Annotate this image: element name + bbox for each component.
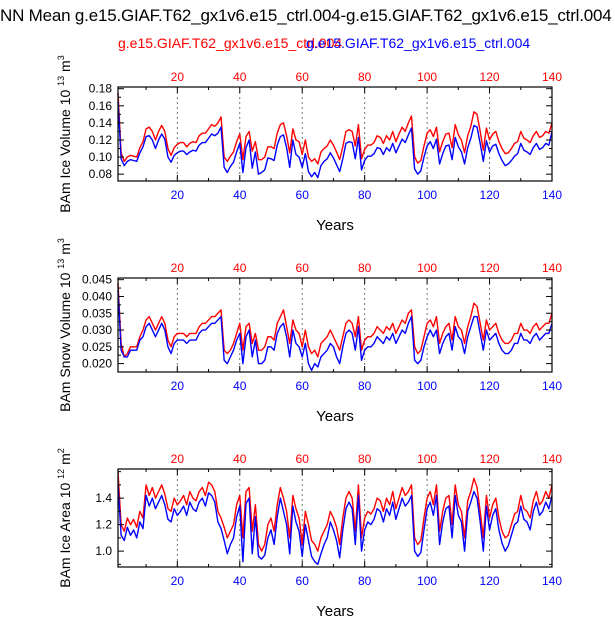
y-tick-label: 0.12 xyxy=(89,133,113,147)
x-tick-label-top: 60 xyxy=(296,261,310,275)
series-case1-line xyxy=(117,92,553,165)
y-axis-label-text: BAm Ice Area 10 xyxy=(57,479,73,588)
y-tick-label: 1.4 xyxy=(95,491,112,505)
subtitle-case2: g.e15.GIAF.T62_gx1v6.e15_ctrl.004 xyxy=(306,35,531,51)
subtitle-case1: g.e15.GIAF.T62_gx1v6.e15_ctrl.004 xyxy=(118,35,343,51)
x-tick-label-bottom: 60 xyxy=(296,379,310,393)
x-axis-label: Years xyxy=(316,217,354,234)
series-case2-line xyxy=(117,484,553,566)
y-axis-label-unit-exponent: 2 xyxy=(56,448,66,453)
y-axis-label-text: BAm Ice Volume 10 xyxy=(57,86,73,213)
x-tick-label-bottom: 40 xyxy=(233,188,247,202)
y-tick-label: 0.10 xyxy=(89,150,113,164)
y-axis-label: BAm Ice Area 10 12 m2 xyxy=(56,448,73,588)
y-axis-label-exponent: 13 xyxy=(56,259,66,269)
y-tick-label: 0.045 xyxy=(82,273,112,287)
y-tick-label: 1.2 xyxy=(95,518,112,532)
y-tick-label: 0.08 xyxy=(89,167,113,181)
y-tick-label: 0.040 xyxy=(82,289,112,303)
y-tick-label: 0.18 xyxy=(89,82,113,96)
series-case1-line xyxy=(117,283,553,358)
plot-frame xyxy=(117,277,553,373)
figure-title: NN Mean g.e15.GIAF.T62_gx1v6.e15_ctrl.00… xyxy=(0,6,612,25)
plot-frame xyxy=(117,468,553,568)
x-tick-label-top: 20 xyxy=(171,70,185,84)
chart-panel-3: 1.0 1.2 1.4 20 40 60 80 100 120 140 20 40 60 80 100 120… xyxy=(56,448,562,617)
x-tick-label-bottom: 40 xyxy=(233,574,247,588)
x-axis-label: Years xyxy=(316,603,354,617)
y-tick-label: 0.020 xyxy=(82,357,112,371)
y-axis-label-unit-exponent: 3 xyxy=(56,55,66,60)
x-tick-label-top: 120 xyxy=(480,70,500,84)
x-tick-label-top: 40 xyxy=(233,70,247,84)
x-tick-label-top: 60 xyxy=(296,452,310,466)
x-tick-label-top: 60 xyxy=(296,70,310,84)
x-tick-label-bottom: 100 xyxy=(417,379,437,393)
x-tick-label-top: 100 xyxy=(417,452,437,466)
y-tick-label: 0.14 xyxy=(89,116,113,130)
x-tick-label-top: 100 xyxy=(417,70,437,84)
x-tick-label-top: 140 xyxy=(542,452,562,466)
x-tick-label-top: 80 xyxy=(358,261,372,275)
series-case2-line xyxy=(117,289,553,372)
x-tick-label-bottom: 120 xyxy=(480,379,500,393)
x-tick-label-top: 120 xyxy=(480,452,500,466)
x-tick-label-bottom: 120 xyxy=(480,188,500,202)
x-tick-label-bottom: 80 xyxy=(358,574,372,588)
x-tick-label-top: 140 xyxy=(542,70,562,84)
x-tick-label-bottom: 120 xyxy=(480,574,500,588)
x-tick-label-bottom: 140 xyxy=(542,379,562,393)
y-axis-label: BAm Ice Volume 10 13 m3 xyxy=(56,55,73,212)
y-axis-label-text: BAm Snow Volume 10 xyxy=(57,269,73,412)
chart-panel-2: 0.020 0.025 0.030 0.035 0.040 0.045 20 40 60 80 10… xyxy=(56,238,562,425)
y-tick-label: 0.030 xyxy=(82,323,112,337)
y-axis-label-unit: m xyxy=(57,453,73,469)
y-axis-label-exponent: 12 xyxy=(56,469,66,479)
x-tick-label-bottom: 100 xyxy=(417,574,437,588)
series-case1-line xyxy=(117,471,553,552)
x-tick-label-top: 80 xyxy=(358,70,372,84)
x-tick-label-top: 40 xyxy=(233,261,247,275)
chart-panel-1: 0.08 0.10 0.12 0.14 0.16 0.18 20 40 60 80 100 120 14… xyxy=(56,55,562,234)
x-tick-label-top: 120 xyxy=(480,261,500,275)
y-tick-label: 1.0 xyxy=(95,544,112,558)
x-tick-label-bottom: 20 xyxy=(171,188,185,202)
y-axis-label-unit-exponent: 3 xyxy=(56,238,66,243)
x-tick-label-bottom: 60 xyxy=(296,574,310,588)
x-tick-label-bottom: 80 xyxy=(358,379,372,393)
x-tick-label-bottom: 20 xyxy=(171,379,185,393)
y-tick-label: 0.16 xyxy=(89,99,113,113)
x-tick-label-top: 140 xyxy=(542,261,562,275)
y-axis-label: BAm Snow Volume 10 13 m3 xyxy=(56,238,73,412)
x-tick-label-bottom: 140 xyxy=(542,574,562,588)
series-case2-line xyxy=(117,101,553,179)
y-axis-label-unit: m xyxy=(57,60,73,76)
x-tick-label-top: 100 xyxy=(417,261,437,275)
x-tick-label-bottom: 20 xyxy=(171,574,185,588)
x-tick-label-bottom: 60 xyxy=(296,188,310,202)
y-tick-label: 0.035 xyxy=(82,306,112,320)
y-tick-label: 0.025 xyxy=(82,340,112,354)
x-tick-label-top: 80 xyxy=(358,452,372,466)
x-tick-label-bottom: 100 xyxy=(417,188,437,202)
plot-frame xyxy=(117,86,553,182)
x-tick-label-bottom: 80 xyxy=(358,188,372,202)
x-tick-label-top: 20 xyxy=(171,452,185,466)
x-tick-label-top: 20 xyxy=(171,261,185,275)
y-axis-label-unit: m xyxy=(57,243,73,259)
x-tick-label-bottom: 140 xyxy=(542,188,562,202)
x-axis-label: Years xyxy=(316,408,354,425)
y-axis-label-exponent: 13 xyxy=(56,76,66,86)
x-tick-label-top: 40 xyxy=(233,452,247,466)
x-tick-label-bottom: 40 xyxy=(233,379,247,393)
